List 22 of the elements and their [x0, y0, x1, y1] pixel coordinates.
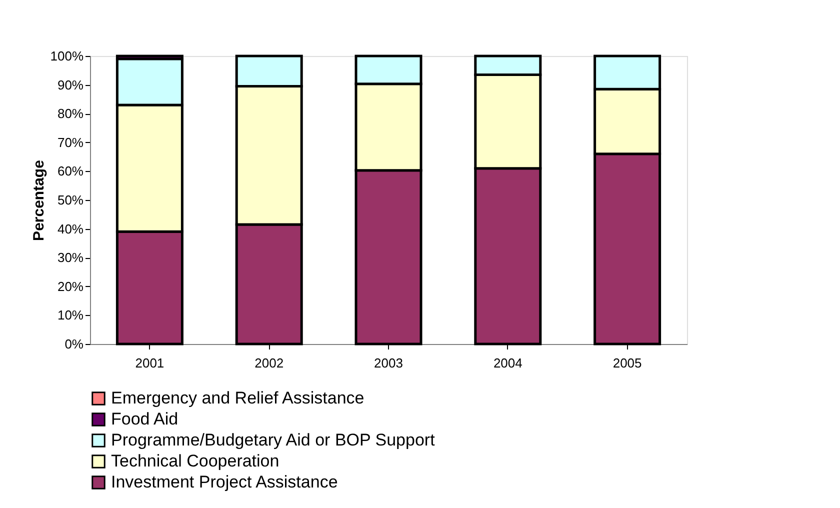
legend-label: Technical Cooperation [111, 452, 280, 470]
legend-label: Investment Project Assistance [111, 472, 338, 492]
y-tick-label: 40% [57, 221, 84, 236]
y-tick-label: 60% [57, 164, 84, 179]
x-tick-label: 2001 [135, 356, 164, 370]
x-tick-label: 2005 [612, 356, 642, 370]
x-tick-label: 2003 [374, 356, 403, 370]
y-tick-label: 50% [57, 192, 84, 208]
x-tick-label: 2002 [254, 356, 284, 370]
y-axis-title: Percentage [30, 160, 48, 241]
y-tick-label: 0% [64, 336, 84, 352]
y-tick-label: 80% [57, 106, 84, 122]
legend-label: Emergency and Relief Assistance [111, 388, 364, 408]
y-tick-label: 90% [57, 77, 84, 92]
y-tick-label: 20% [57, 278, 84, 294]
legend-label: Food Aid [111, 410, 178, 428]
y-tick-label: 10% [57, 308, 84, 323]
y-tick-label: 30% [57, 250, 84, 266]
y-tick-label: 100% [50, 48, 84, 64]
x-tick-label: 2004 [493, 356, 522, 370]
y-tick-label: 70% [57, 134, 84, 150]
legend-label: Programme/Budgetary Aid or BOP Support [111, 430, 436, 450]
